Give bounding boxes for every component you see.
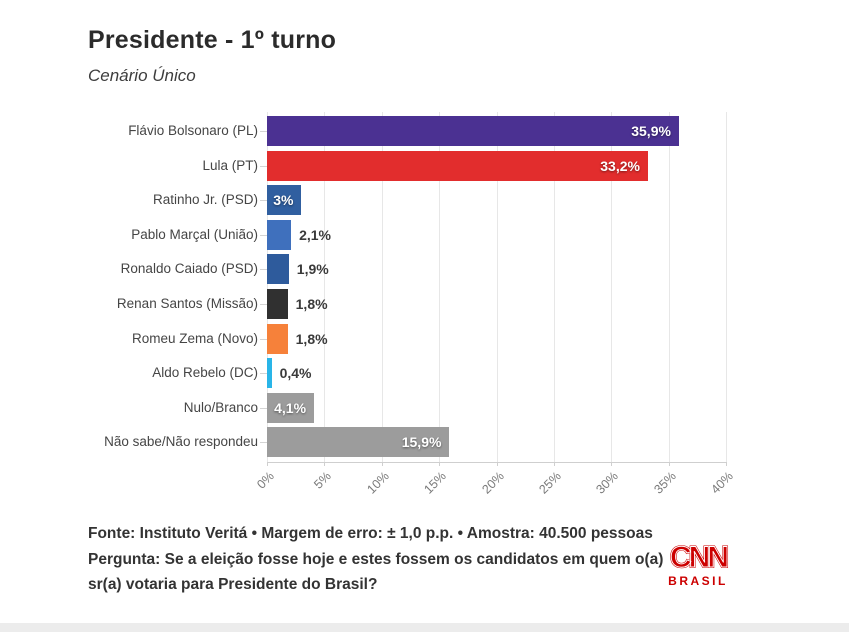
- category-label: Ronaldo Caiado (PSD): [120, 261, 258, 277]
- category-label: Lula (PT): [202, 157, 258, 173]
- x-axis-label-text: 5%: [311, 469, 335, 492]
- x-axis-tick: [668, 462, 670, 466]
- gridline: [496, 112, 498, 462]
- bar: [267, 150, 648, 181]
- x-axis-label: 30%: [565, 469, 622, 497]
- x-axis-label-text: 20%: [478, 469, 507, 497]
- x-axis-tick: [267, 462, 268, 466]
- gridline: [439, 112, 441, 462]
- x-axis-label-text: 25%: [536, 469, 564, 497]
- bar: [267, 289, 288, 319]
- cnn-brasil-logo: CNN CNN BRASIL: [666, 540, 731, 592]
- svg-text:CNN: CNN: [670, 541, 727, 574]
- svg-text:CNN: CNN: [670, 541, 727, 574]
- page-subtitle: Cenário Único: [88, 66, 196, 85]
- category-label: Aldo Rebelo (DC): [152, 365, 258, 381]
- x-axis-line: [267, 462, 726, 463]
- svg-text:BRASIL: BRASIL: [668, 574, 728, 588]
- bar: [267, 392, 315, 423]
- x-axis-label: 0%: [221, 469, 277, 492]
- x-axis-label: 35%: [623, 469, 679, 497]
- x-axis-tick: [496, 462, 498, 466]
- bar-value-label: 4,1%: [274, 399, 307, 416]
- bar: [267, 427, 450, 458]
- bar: [267, 185, 302, 216]
- y-axis-tick: [260, 373, 267, 375]
- y-axis-tick: [260, 234, 267, 236]
- x-axis-label: 25%: [508, 469, 564, 497]
- x-axis-tick: [439, 462, 441, 466]
- gridline: [381, 112, 383, 462]
- x-axis-label: 5%: [278, 469, 335, 492]
- bottom-strip: [0, 623, 849, 632]
- chart-footer: Fonte: Instituto Veritá • Margem de erro…: [88, 521, 673, 598]
- bar-value-label: 2,1%: [299, 226, 332, 243]
- y-axis-tick: [260, 131, 267, 132]
- y-axis-tick: [260, 442, 267, 444]
- gridline: [324, 112, 326, 462]
- y-axis-tick: [260, 407, 267, 409]
- category-label: Ratinho Jr. (PSD): [152, 192, 258, 208]
- bar-value-label: 33,2%: [600, 157, 640, 174]
- bar-value-label: 1,8%: [295, 330, 328, 347]
- bar-value-label: 0,4%: [279, 365, 312, 382]
- bar: [267, 358, 272, 389]
- gridline: [553, 112, 555, 462]
- bar-value-label: 35,9%: [631, 123, 671, 139]
- x-axis-label-text: 30%: [593, 469, 622, 497]
- y-axis-tick: [260, 338, 267, 340]
- x-axis-label: 40%: [680, 469, 736, 497]
- x-axis-tick: [553, 462, 555, 466]
- question-note: Pergunta: Se a eleição fosse hoje e este…: [88, 550, 664, 594]
- category-label: Pablo Marçal (União): [131, 226, 258, 242]
- bar-value-label: 1,9%: [296, 261, 329, 278]
- cnn-logo-icon: CNN CNN BRASIL: [668, 540, 731, 588]
- x-axis-tick: [381, 462, 383, 466]
- gridline: [726, 112, 727, 462]
- bar-value-label: 15,9%: [401, 434, 442, 451]
- x-axis-label-text: 10%: [364, 469, 392, 497]
- x-axis-label-text: 0%: [254, 469, 277, 492]
- category-label: Não sabe/Não respondeu: [104, 434, 258, 450]
- gridline: [267, 112, 268, 462]
- x-axis-label-text: 35%: [650, 469, 679, 497]
- y-axis-tick: [260, 304, 267, 305]
- category-label: Renan Santos (Missão): [116, 296, 258, 311]
- x-axis-tick: [324, 462, 326, 466]
- x-axis-label-text: 40%: [708, 469, 736, 497]
- bar: [267, 323, 288, 354]
- x-axis-tick: [726, 462, 727, 466]
- bar-value-label: 3%: [273, 192, 294, 209]
- bar: [267, 116, 679, 146]
- y-axis-tick: [260, 165, 267, 167]
- gridline: [668, 112, 670, 462]
- y-axis-tick: [260, 269, 267, 271]
- page-title: Presidente - 1º turno: [88, 26, 337, 54]
- y-axis-tick: [260, 200, 267, 202]
- bar: [267, 254, 289, 285]
- x-axis-tick: [611, 462, 613, 466]
- source-note: Fonte: Instituto Veritá • Margem de erro…: [88, 525, 653, 542]
- category-label: Nulo/Branco: [183, 399, 258, 415]
- bar-value-label: 1,8%: [295, 296, 328, 312]
- category-label: Romeu Zema (Novo): [131, 330, 258, 346]
- x-axis-label-text: 15%: [421, 469, 450, 497]
- x-axis-label: 10%: [336, 469, 392, 497]
- bar: [267, 219, 292, 250]
- x-axis-label: 15%: [393, 469, 449, 497]
- gridline: [611, 112, 613, 462]
- category-label: Flávio Bolsonaro (PL): [128, 123, 258, 138]
- x-axis-label: 20%: [451, 469, 507, 497]
